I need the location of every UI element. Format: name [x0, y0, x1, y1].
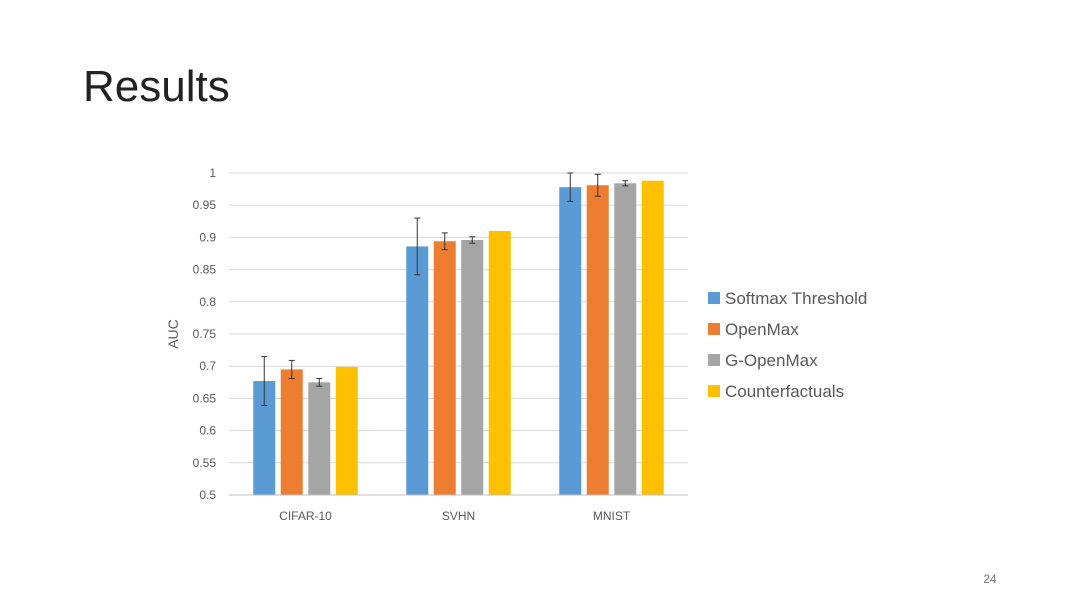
x-tick-label: SVHN	[442, 509, 475, 523]
y-tick-label: 0.8	[199, 295, 216, 309]
y-tick-label: 0.55	[193, 456, 217, 470]
page-number: 24	[983, 572, 997, 586]
legend-label: Softmax Threshold	[725, 289, 867, 308]
bar	[614, 183, 637, 495]
y-tick-label: 0.9	[199, 230, 216, 244]
bar	[559, 187, 582, 495]
bar	[641, 180, 664, 495]
bar	[280, 369, 303, 495]
legend-label: G-OpenMax	[725, 351, 818, 370]
x-tick-label: CIFAR-10	[279, 509, 332, 523]
y-tick-label: 0.95	[193, 198, 217, 212]
y-tick-label: 0.75	[193, 327, 217, 341]
y-tick-label: 0.65	[193, 391, 217, 405]
legend-label: OpenMax	[725, 320, 799, 339]
y-tick-label: 0.85	[193, 263, 217, 277]
y-tick-label: 0.5	[199, 488, 216, 502]
legend-label: Counterfactuals	[725, 382, 844, 401]
y-tick-label: 0.6	[199, 424, 216, 438]
y-tick-label: 1	[209, 166, 216, 180]
y-tick-label: 0.7	[199, 359, 216, 373]
bar	[335, 366, 358, 495]
bar	[253, 381, 276, 495]
x-tick-label: MNIST	[593, 509, 631, 523]
legend-swatch	[708, 292, 720, 304]
bar	[586, 185, 609, 495]
bar	[433, 241, 456, 495]
bar	[406, 246, 429, 495]
slide-title: Results	[83, 62, 230, 111]
bar	[308, 382, 331, 495]
bar	[488, 230, 511, 495]
legend-swatch	[708, 385, 720, 397]
bar	[461, 239, 484, 495]
y-axis-label: AUC	[165, 319, 181, 349]
legend-swatch	[708, 323, 720, 335]
legend-swatch	[708, 354, 720, 366]
